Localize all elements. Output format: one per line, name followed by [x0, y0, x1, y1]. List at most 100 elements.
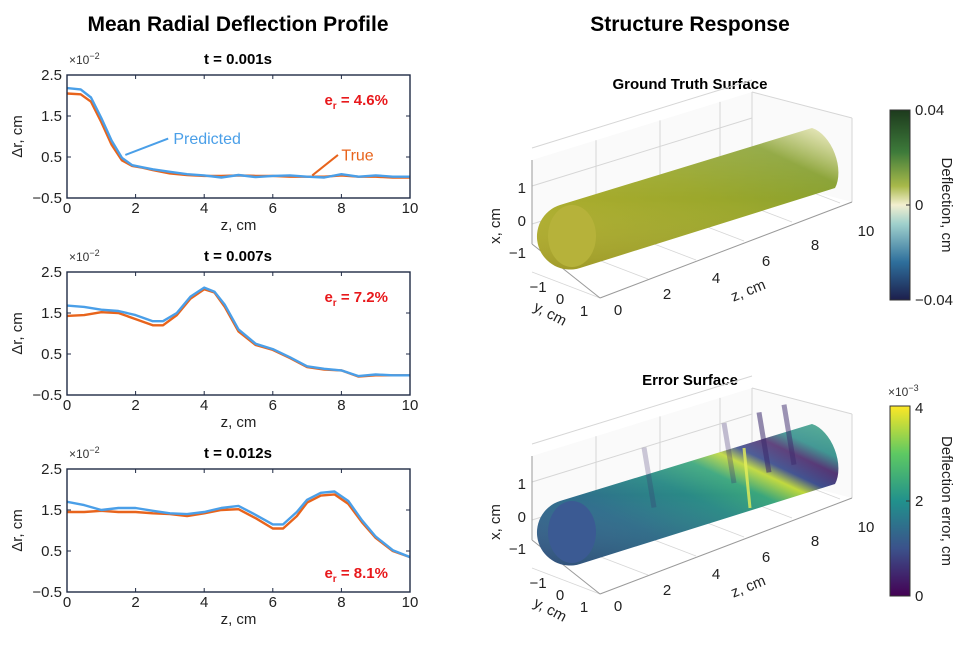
z-tick-label: 0 [614, 302, 622, 319]
cylinder-end-cap [548, 205, 596, 267]
axis-line-z [599, 201, 853, 299]
y-tick-label: 2.5 [41, 461, 62, 478]
y-tick-label: 2.5 [41, 67, 62, 84]
x-tick-label: 10 [402, 397, 419, 414]
z-tick-label: 4 [712, 270, 720, 287]
y-tick-label: 0.5 [41, 149, 62, 166]
panel-title: t = 0.007s [204, 248, 272, 265]
grid-line [531, 79, 753, 149]
legend-true: True [341, 147, 373, 164]
y-tick-label: 1.5 [41, 502, 62, 519]
line-charts: t = 0.001s ×10−2 0 2 4 6 8 10 −0.5 0.5 1.5 2.5 z, cm… [9, 51, 418, 628]
cylinder-shading [536, 128, 839, 270]
y-tick-label: −0.5 [32, 584, 62, 601]
y-tick-label: −1 [529, 575, 546, 592]
colorbar-label: Deflection, cm [938, 157, 955, 252]
error-band [641, 447, 657, 508]
y-tick-label: 2.5 [41, 264, 62, 281]
y-tick-label: 1.5 [41, 108, 62, 125]
x-tick-label: 4 [200, 200, 208, 217]
x-tick-label: 4 [200, 594, 208, 611]
axis-line-z [599, 497, 853, 595]
series-line-predicted [67, 286, 410, 378]
y-tick-label: 1 [580, 599, 588, 616]
z-tick-label: 6 [762, 549, 770, 566]
cylinder-end-cap [548, 501, 596, 563]
x-tick-label: 6 [269, 200, 277, 217]
x-tick-label: 1 [518, 476, 526, 493]
x-tick-label: −1 [509, 541, 526, 558]
axes-box [66, 468, 411, 593]
grid-line [531, 117, 753, 187]
x-tick-label: 0 [518, 509, 526, 526]
x-tick-label: 0 [63, 200, 71, 217]
y-tick-label: 0 [556, 587, 564, 604]
left-title: Mean Radial Deflection Profile [87, 13, 388, 36]
colorbar-label: Deflection error, cm [938, 436, 955, 566]
colorbar-tick-label: 4 [915, 400, 923, 417]
z-tick-label: 2 [663, 286, 671, 303]
axes-box [66, 74, 411, 199]
y-tick-label: 1.5 [41, 305, 62, 322]
error-value: = 8.1% [337, 565, 388, 582]
x-tick-label: 8 [337, 594, 345, 611]
error-label: er = 4.6% [324, 92, 388, 112]
error-band [756, 411, 772, 473]
y-exponent-power: −2 [89, 51, 99, 61]
grid-line [531, 271, 601, 299]
x-axis-label: z, cm [221, 217, 257, 234]
colorbar-tick-label: 2 [915, 493, 923, 510]
y-tick-label: 1 [580, 303, 588, 320]
y-exponent: ×10−2 [69, 51, 100, 67]
chart-panel-1: t = 0.001s ×10−2 0 2 4 6 8 10 −0.5 0.5 1.5 2.5 z, cm… [9, 51, 418, 234]
cylinder-shading [536, 424, 839, 566]
surface-title: Ground Truth Surface [612, 76, 767, 93]
panel-title: t = 0.012s [204, 445, 272, 462]
y-exponent-power: −2 [89, 248, 99, 258]
z-tick-label: 8 [811, 533, 819, 550]
error-value: = 7.2% [337, 289, 388, 306]
grid-line [531, 413, 753, 483]
error-band-bright [742, 447, 752, 509]
colorbar-tick-label: 0 [915, 588, 923, 605]
x-tick-label: 6 [269, 397, 277, 414]
x-axis-label: z, cm [221, 414, 257, 431]
error-band [781, 404, 797, 466]
z-axis-label: z, cm [729, 572, 769, 601]
y-axis-label: Δr, cm [9, 509, 26, 552]
y-axis-label: Δr, cm [9, 115, 26, 158]
x-tick-label: 0 [63, 397, 71, 414]
chart-panel-3: t = 0.012s ×10−2 0 2 4 6 8 10 −0.5 0.5 1.5 2.5 z, cm… [9, 445, 418, 628]
x-tick-label: 8 [337, 200, 345, 217]
panel-title: t = 0.001s [204, 51, 272, 68]
y-exponent: ×10−2 [69, 445, 100, 461]
error-sub: r [333, 101, 337, 112]
y-tick-label: 0.5 [41, 543, 62, 560]
legend-predicted: Predicted [173, 131, 241, 148]
colorbar-tick-label: −0.04 [915, 292, 953, 309]
y-tick-label: −0.5 [32, 190, 62, 207]
y-exponent: ×10−2 [69, 248, 100, 264]
y-tick-label: −0.5 [32, 387, 62, 404]
right-title: Structure Response [590, 13, 790, 36]
x-tick-label: 2 [131, 594, 139, 611]
x-tick-label: 1 [518, 180, 526, 197]
colorbar-exponent: ×10−3 [888, 383, 919, 399]
x-tick-label: 6 [269, 594, 277, 611]
x-tick-label: 10 [402, 594, 419, 611]
y-tick-label: −1 [529, 279, 546, 296]
error-band [721, 422, 737, 484]
x-tick-label: 0 [63, 594, 71, 611]
grid-line [531, 567, 601, 595]
x-axis-label: x, cm [487, 208, 504, 244]
y-tick-label: 0.5 [41, 346, 62, 363]
series-line-predicted [67, 86, 410, 179]
z-tick-label: 2 [663, 582, 671, 599]
error-sub: r [333, 574, 337, 585]
colorbar-tick-label: 0 [915, 197, 923, 214]
series-line-predicted [67, 490, 410, 559]
